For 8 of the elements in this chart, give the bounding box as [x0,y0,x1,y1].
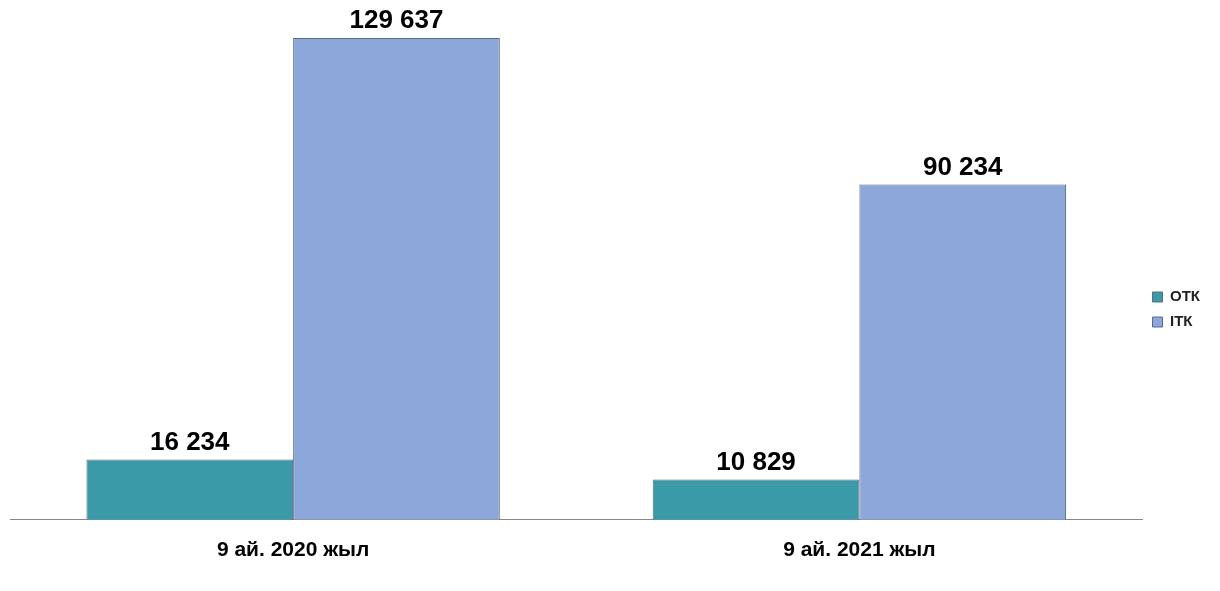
x-tick-label: 9 ай. 2020 жыл [216,537,370,561]
legend-label: ОТК [1170,287,1201,305]
x-tick-label: 9 ай. 2021 жыл [783,537,936,561]
legend-label: ІТК [1170,312,1194,330]
data-label: 90 234 [922,150,1004,181]
data-label: 16 234 [150,425,231,456]
data-label: 129 637 [349,4,444,35]
data-label: 10 829 [716,445,796,476]
